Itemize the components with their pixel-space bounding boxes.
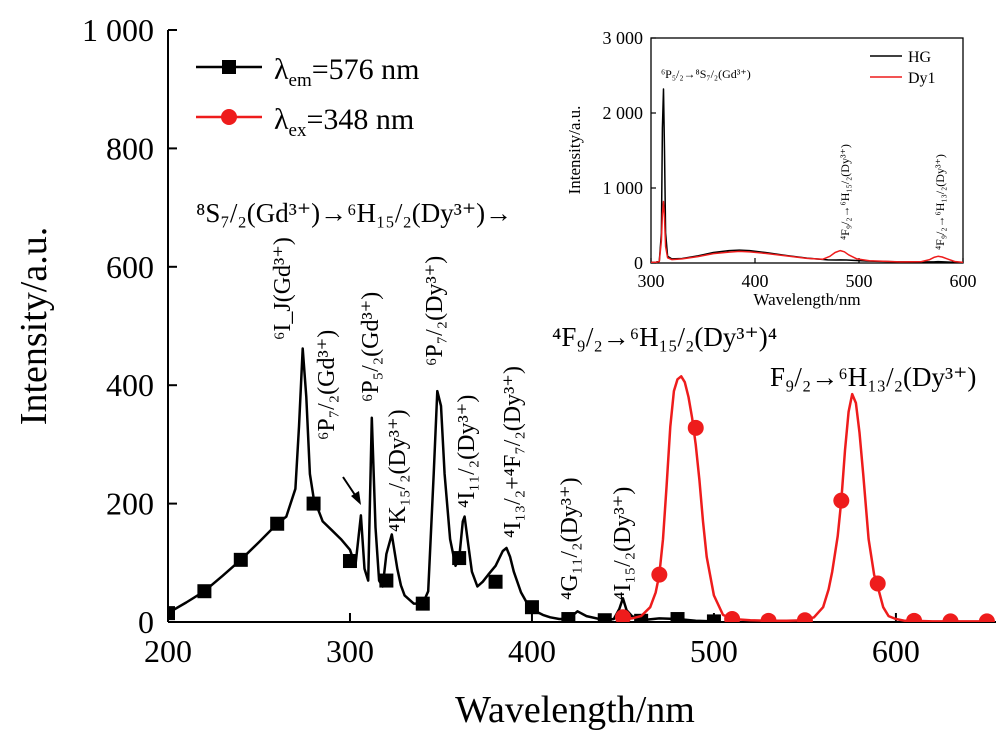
inset-x-tick-label: 600 (950, 271, 977, 291)
data-point-em (342, 554, 357, 569)
main-x-axis-label: Wavelength/nm (455, 689, 695, 731)
annotation-4I152: ⁴I₁₅/₂(Dy³⁺) (610, 487, 636, 600)
data-point-ex (869, 575, 886, 592)
inset-annotation-4F92-6H152: ⁴F₉/₂→⁶H₁₅/₂(Dy³⁺) (838, 144, 852, 240)
annotation-6P72gd: ⁶P₇/₂(Gd³⁺) (314, 330, 340, 440)
data-point-em (452, 551, 467, 566)
data-point-em (488, 574, 503, 589)
main-x-tick-label: 400 (508, 633, 556, 669)
legend-item-em: λem=576 nm (196, 53, 420, 91)
data-point-em (379, 573, 394, 588)
legend-square-marker (222, 60, 236, 74)
data-point-em (168, 606, 175, 621)
inset-y-tick-label: 2 000 (603, 103, 644, 123)
inset-annotation-6P52: ⁶P₅/₂→⁸S₇/₂(Gd³⁺) (661, 67, 751, 81)
data-point-em (597, 613, 612, 622)
inset-legend-label-hg: HG (908, 49, 932, 66)
main-x-tick-label: 600 (872, 633, 920, 669)
main-y-ticks: 0 200 400 600 800 1 000 (82, 12, 177, 640)
series-line-em (168, 347, 714, 622)
main-annotations: ⁸S₇/₂(Gd³⁺)→⁶H₁₅/₂(Dy³⁺)→ ⁶I_J(Gd³⁺) ⁶P₇… (196, 198, 976, 600)
annotation-4I132: ⁴I₁₃/₂+⁴F₇/₂(Dy³⁺) (500, 366, 526, 538)
main-y-tick-label: 600 (106, 249, 154, 285)
main-series-layer (168, 347, 995, 622)
inset-plot-area (651, 88, 963, 263)
data-point-ex (724, 611, 741, 622)
inset-x-tick-label: 400 (742, 271, 769, 291)
main-x-tick-label: 300 (326, 633, 374, 669)
data-point-em (233, 552, 248, 567)
inset-x-ticks: 300 400 500 600 (638, 258, 977, 291)
data-point-em (670, 612, 685, 622)
inset-x-axis-label: Wavelength/nm (753, 290, 860, 309)
data-point-ex (651, 566, 668, 583)
data-point-em (270, 516, 285, 531)
inset-y-ticks: 0 1 000 2 000 3 000 (603, 28, 656, 273)
data-point-em (634, 613, 649, 622)
main-plot-area (168, 347, 995, 622)
inset-legend-label-dy1: Dy1 (908, 70, 936, 87)
data-point-em (706, 614, 721, 622)
inset-y-axis-label: Intensity/a.u. (565, 106, 584, 195)
main-y-tick-label: 800 (106, 130, 154, 166)
main-y-tick-label: 1 000 (82, 12, 154, 48)
legend-item-ex: λex=348 nm (196, 103, 414, 141)
legend-circle-marker (221, 109, 237, 125)
inset-y-tick-label: 3 000 (603, 28, 644, 48)
legend-label-ex: λex=348 nm (274, 103, 414, 141)
inset-frame (650, 37, 964, 264)
annotation-6IJ: ⁶I_J(Gd³⁺) (270, 237, 296, 340)
annotation-4K152: ⁴K₁₅/₂(Dy³⁺) (385, 409, 411, 532)
main-y-axis-label: Intensity/a.u. (13, 227, 55, 425)
data-point-ex (906, 612, 923, 622)
inset-x-tick-label: 500 (846, 271, 873, 291)
data-point-ex (614, 609, 631, 622)
inset-y-tick-label: 0 (634, 253, 643, 273)
inset-series-layer (651, 88, 963, 263)
main-axes (167, 30, 996, 623)
main-y-tick-label: 0 (138, 604, 154, 640)
data-point-ex (978, 613, 995, 622)
data-point-ex (833, 492, 850, 509)
inset-annotation-4F92-6H132: ⁴F₉/₂→⁶H₁₃/₂(Dy³⁺) (933, 154, 947, 250)
main-x-ticks: 200 300 400 500 600 (144, 613, 920, 669)
data-point-ex (687, 419, 704, 436)
inset-series-line-dy1 (651, 200, 963, 263)
annotation-gd-dy-transfer: ⁸S₇/₂(Gd³⁺)→⁶H₁₅/₂(Dy³⁺)→ (196, 198, 512, 228)
main-x-tick-label: 500 (690, 633, 738, 669)
inset-annotations: ⁶P₅/₂→⁸S₇/₂(Gd³⁺) ⁴F₉/₂→⁶H₁₅/₂(Dy³⁺) ⁴F₉… (661, 67, 947, 250)
data-point-em (197, 584, 212, 599)
inset-y-tick-label: 1 000 (603, 178, 644, 198)
annotation-4F92-6H152: ⁴F₉/₂→⁶H₁₅/₂(Dy³⁺)⁴ (552, 322, 777, 352)
annotation-arrow-head (351, 491, 361, 505)
data-point-ex (796, 612, 813, 622)
inset-legend: HG Dy1 (870, 49, 936, 87)
main-legend: λem=576 nm λex=348 nm (196, 53, 420, 141)
data-point-em (561, 612, 576, 622)
data-point-em (415, 596, 430, 611)
main-y-tick-label: 200 (106, 486, 154, 522)
annotation-4I112: ⁴I₁₁/₂(Dy³⁺) (454, 395, 480, 508)
legend-label-em: λem=576 nm (274, 53, 420, 91)
data-point-ex (942, 613, 959, 622)
inset-chart: 300 400 500 600 0 1 000 2 000 3 000 Wavelength… (565, 28, 977, 309)
annotation-F92-6H132: F₉/₂→⁶H₁₃/₂(Dy³⁺) (770, 362, 976, 392)
annotation-6P52gd: ⁶P₅/₂(Gd³⁺) (358, 292, 384, 402)
annotation-6P72dy: ⁶P₇/₂(Dy³⁺) (422, 256, 448, 366)
main-y-tick-label: 400 (106, 367, 154, 403)
annotation-4G112: ⁴G₁₁/₂(Dy³⁺) (557, 477, 583, 600)
inset-x-tick-label: 300 (638, 271, 665, 291)
data-point-em (524, 600, 539, 615)
series-line-ex (622, 375, 987, 622)
main-x-tick-label: 200 (144, 633, 192, 669)
data-point-em (306, 496, 321, 511)
data-point-ex (760, 612, 777, 622)
